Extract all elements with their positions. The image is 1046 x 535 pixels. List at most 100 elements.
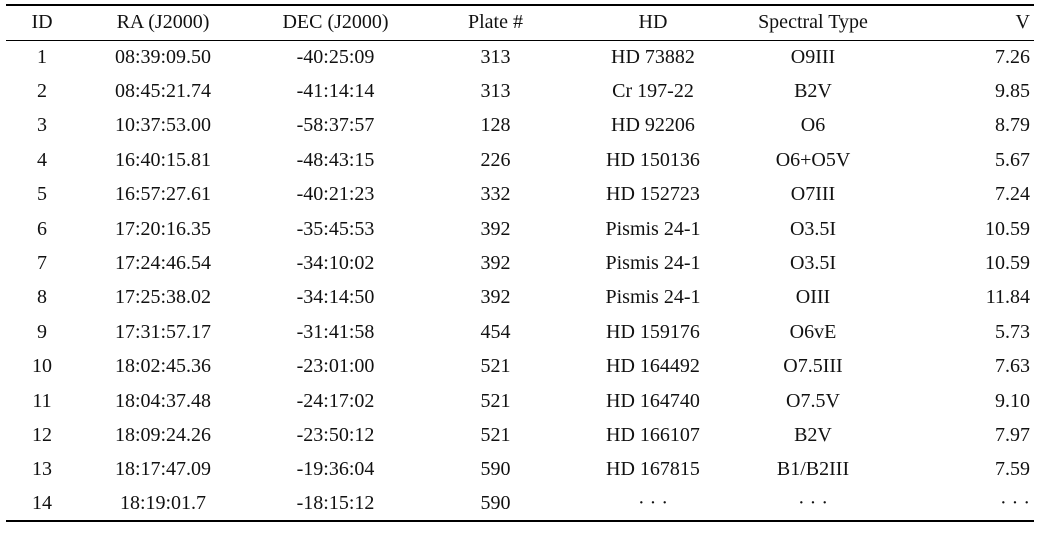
table-cell: 08:39:09.50: [114, 45, 212, 68]
table-cell: 9.10: [995, 389, 1030, 412]
table-cell: 2: [37, 80, 47, 103]
column-header: V: [1015, 11, 1030, 34]
table-cell: 392: [480, 286, 511, 309]
table-row: 14 18:19:01.7 -18:15:12 590 · · · · · · · · ·: [6, 487, 1034, 522]
table-cell: -34:10:02: [296, 252, 375, 275]
table-cell: 14: [32, 492, 52, 515]
table-cell: 16:40:15.81: [114, 148, 212, 171]
table-cell: -40:25:09: [296, 45, 375, 68]
table-row: 12 18:09:24.26 -23:50:12 521 HD 166107 B2V 7.9…: [6, 418, 1034, 452]
table-cell: 13: [32, 458, 52, 481]
table-cell: 9: [37, 320, 47, 343]
table-cell: -34:14:50: [296, 286, 375, 309]
table-row: 1 08:39:09.50 -40:25:09 313 HD 73882 O9III 7.2…: [6, 40, 1034, 74]
table-cell: 18:02:45.36: [114, 355, 212, 378]
table-cell: -41:14:14: [296, 80, 375, 103]
table-cell: 128: [480, 114, 511, 137]
table-cell: 17:25:38.02: [114, 286, 212, 309]
table-cell: HD 150136: [606, 148, 700, 171]
table-cell: 10:37:53.00: [114, 114, 212, 137]
table-cell: 08:45:21.74: [114, 80, 212, 103]
table-cell: Pismis 24-1: [605, 286, 701, 309]
column-header: ID: [31, 11, 53, 34]
table-cell: -58:37:57: [296, 114, 375, 137]
table-cell: 11: [32, 389, 52, 412]
table-cell: B2V: [794, 80, 832, 103]
table-cell: 4: [37, 148, 47, 171]
table-cell: HD 166107: [606, 423, 700, 446]
table-cell: 3: [37, 114, 47, 137]
table-cell: 521: [480, 389, 511, 412]
table-row: 2 08:45:21.74 -41:14:14 313 Cr 197-22 B2V 9.85: [6, 74, 1034, 108]
table-cell: 313: [480, 80, 511, 103]
table-cell: -24:17:02: [296, 389, 375, 412]
table-cell: 17:20:16.35: [114, 217, 212, 240]
table-cell: B1/B2III: [776, 458, 850, 481]
table-cell: HD 92206: [611, 114, 695, 137]
table-cell: 5.67: [995, 148, 1030, 171]
table-row: 6 17:20:16.35 -35:45:53 392 Pismis 24-1 O3.5I…: [6, 212, 1034, 246]
table-cell: 11.84: [985, 286, 1030, 309]
table-cell: 7.24: [995, 183, 1030, 206]
table-cell: 10.59: [985, 252, 1030, 275]
table-cell: -18:15:12: [296, 492, 375, 515]
table-cell: Pismis 24-1: [605, 217, 701, 240]
table-cell: O3.5I: [789, 252, 837, 275]
table-cell: 521: [480, 423, 511, 446]
table-cell: -19:36:04: [296, 458, 375, 481]
table-header: ID RA (J2000) DEC (J2000) Plate # HD Spectral…: [6, 5, 1034, 40]
table-cell: HD 159176: [606, 320, 700, 343]
table-cell: Cr 197-22: [612, 80, 694, 103]
table-cell: -31:41:58: [296, 320, 375, 343]
table-cell: 392: [480, 217, 511, 240]
table-cell: 5.73: [995, 320, 1030, 343]
table-cell: 17:24:46.54: [114, 252, 212, 275]
table-cell: 332: [480, 183, 511, 206]
table-row: 7 17:24:46.54 -34:10:02 392 Pismis 24-1 O3.5I…: [6, 246, 1034, 280]
table-body: 1 08:39:09.50 -40:25:09 313 HD 73882 O9III 7.2…: [6, 40, 1034, 522]
table-cell: -23:50:12: [296, 423, 375, 446]
table-cell: O3.5I: [789, 217, 837, 240]
header-row: ID RA (J2000) DEC (J2000) Plate # HD Spectral…: [6, 5, 1034, 40]
table-row: 11 18:04:37.48 -24:17:02 521 HD 164740 O7.5V 9…: [6, 384, 1034, 418]
table-cell: · · ·: [798, 492, 828, 515]
table-cell: 17:31:57.17: [114, 320, 212, 343]
table-cell: O6+O5V: [775, 148, 851, 171]
table-cell: 6: [37, 217, 47, 240]
table-cell: O7.5III: [783, 355, 843, 378]
table-cell: O7.5V: [786, 389, 840, 412]
table-cell: 8: [37, 286, 47, 309]
table-cell: O7III: [790, 183, 836, 206]
table-cell: HD 164492: [606, 355, 700, 378]
table-cell: 7.26: [995, 45, 1030, 68]
table-cell: 16:57:27.61: [114, 183, 212, 206]
table-row: 4 16:40:15.81 -48:43:15 226 HD 150136 O6+O5V 5…: [6, 143, 1034, 177]
table-cell: -23:01:00: [296, 355, 375, 378]
table-cell: -48:43:15: [296, 148, 375, 171]
table-row: 8 17:25:38.02 -34:14:50 392 Pismis 24-1 OIII 1…: [6, 281, 1034, 315]
table-cell: 5: [37, 183, 47, 206]
table-cell: 7.63: [995, 355, 1030, 378]
table-cell: 392: [480, 252, 511, 275]
table-cell: O6: [800, 114, 826, 137]
table-cell: 226: [480, 148, 511, 171]
table-cell: 7.97: [995, 423, 1030, 446]
table-cell: 10: [32, 355, 52, 378]
table-cell: B2V: [794, 423, 832, 446]
table-cell: 313: [480, 45, 511, 68]
table-cell: O6vE: [789, 320, 837, 343]
table-cell: 10.59: [985, 217, 1030, 240]
table-cell: O9III: [790, 45, 836, 68]
column-header: RA (J2000): [116, 11, 210, 34]
table-cell: HD 167815: [606, 458, 700, 481]
table-row: 10 18:02:45.36 -23:01:00 521 HD 164492 O7.5II…: [6, 350, 1034, 384]
table-cell: 8.79: [995, 114, 1030, 137]
table-cell: 590: [480, 492, 511, 515]
table-cell: 7.59: [995, 458, 1030, 481]
column-header: Spectral Type: [758, 11, 868, 34]
data-table: ID RA (J2000) DEC (J2000) Plate # HD Spectral…: [6, 4, 1034, 522]
table-row: 3 10:37:53.00 -58:37:57 128 HD 92206 O6 8.79: [6, 109, 1034, 143]
table-cell: Pismis 24-1: [605, 252, 701, 275]
table-cell: 18:04:37.48: [114, 389, 212, 412]
